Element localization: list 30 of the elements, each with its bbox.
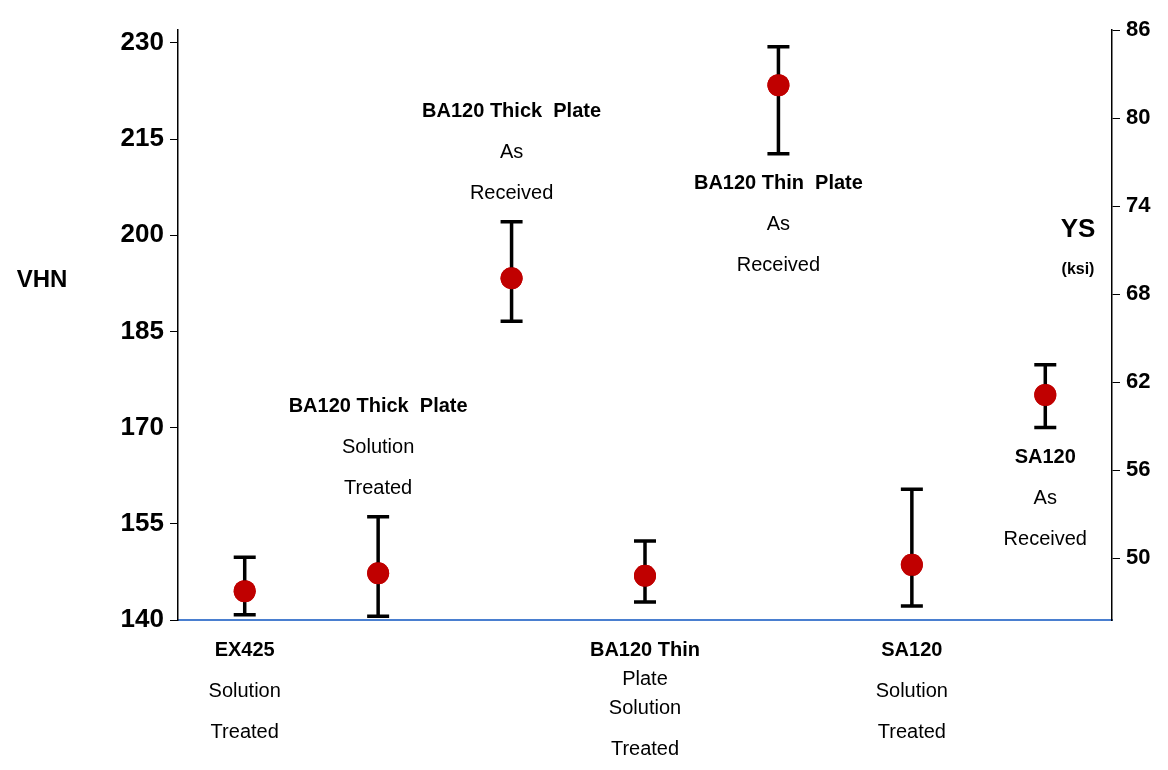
y2-tick-label: 86 [1126, 16, 1151, 42]
y2-tick-label: 62 [1126, 368, 1151, 394]
y-tick-label: 140 [120, 603, 164, 634]
x-tick-label: BA120 Thick Plate As Received [422, 99, 602, 204]
x-tick-label: SA120 Solution Treated [875, 637, 948, 742]
x-tick-label: EX425 Solution Treated [208, 637, 281, 742]
y-tick-label: 215 [120, 122, 164, 153]
y-tick-label: 155 [120, 506, 164, 537]
y2-tick-label: 68 [1126, 280, 1151, 306]
y-axis-title: VHN [16, 264, 68, 292]
y2-tick-label: 50 [1126, 544, 1151, 570]
y-tick-label: 200 [120, 218, 164, 249]
y2-axis-title: YS (ksi) [1060, 213, 1096, 278]
point [500, 267, 523, 290]
x-tick-label: BA120 Thick Plate Solution Treated [288, 394, 468, 499]
y-tick-label: 185 [120, 314, 164, 345]
y2-tick-label: 80 [1126, 104, 1151, 130]
point [233, 580, 256, 603]
point [634, 564, 656, 587]
point [767, 74, 790, 97]
y2-tick-label: 56 [1126, 456, 1151, 482]
y2-tick-label: 74 [1126, 192, 1152, 218]
y-tick-label: 170 [120, 410, 164, 441]
x-tick-label: BA120 Thin Plate As Received [693, 171, 863, 276]
x-tick-label: BA120 Thin Plate Solution Treated [589, 637, 701, 759]
x-tick-label: SA120 As Received [1003, 445, 1087, 550]
point [1034, 383, 1057, 406]
y-tick-label: 230 [120, 26, 164, 56]
point [900, 553, 923, 576]
point [367, 562, 390, 585]
